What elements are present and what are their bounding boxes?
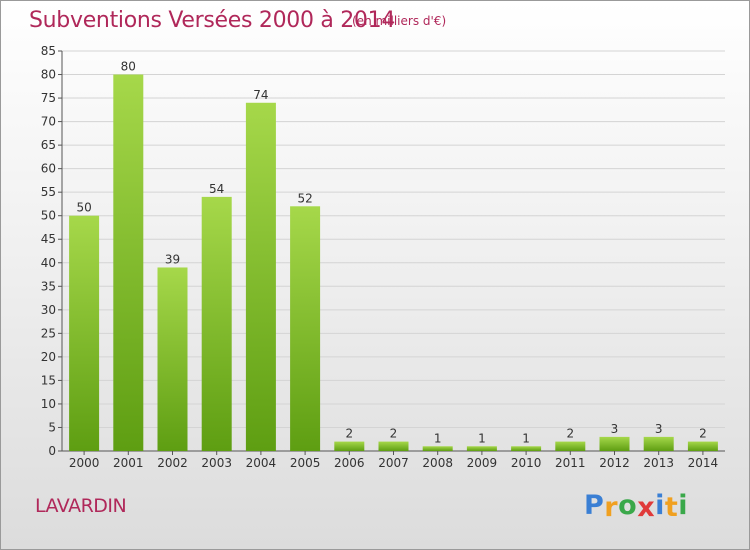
data-label: 3 [655, 422, 663, 436]
chart-subtitle: (en milliers d'€) [352, 14, 447, 28]
logo-letter: r [604, 492, 619, 523]
x-tick-label: 2000 [69, 456, 100, 470]
bar [157, 267, 188, 451]
bars [69, 74, 718, 451]
bar [643, 436, 674, 451]
y-tick-label: 10 [41, 397, 56, 411]
data-label: 1 [522, 431, 530, 445]
y-tick-label: 20 [41, 350, 56, 364]
data-labels: 50 80 39 54 74 52 2 2 1 1 1 2 3 3 2 [76, 60, 706, 446]
x-tick-label: 2002 [157, 456, 188, 470]
x-tick-label: 2012 [599, 456, 630, 470]
data-label: 1 [434, 431, 442, 445]
y-tick-label: 5 [48, 420, 56, 434]
data-label: 1 [478, 431, 486, 445]
bar [511, 446, 542, 451]
y-tick-label: 35 [41, 279, 56, 293]
x-tick-label: 2001 [113, 456, 144, 470]
y-tick-label: 75 [41, 91, 56, 105]
y-tick-label: 0 [48, 444, 56, 458]
logo-letter: P [584, 490, 605, 521]
x-tick-label: 2003 [201, 456, 232, 470]
data-label: 80 [121, 60, 136, 74]
bar [290, 206, 321, 451]
axes: 0 5 10 15 20 25 30 35 40 45 50 55 60 65 70 75 80 85 2000 20… [41, 44, 725, 470]
commune-name: LAVARDIN [35, 495, 127, 517]
x-tick-label: 2008 [422, 456, 453, 470]
bar [113, 74, 144, 451]
data-label: 74 [253, 88, 268, 102]
data-label: 2 [566, 427, 574, 441]
bar [599, 436, 630, 451]
data-label: 2 [390, 427, 398, 441]
y-tick-label: 60 [41, 162, 56, 176]
y-tick-label: 65 [41, 138, 56, 152]
chart-title: Subventions Versées 2000 à 2014 [29, 8, 396, 33]
logo-letter: x [637, 492, 656, 523]
data-label: 2 [699, 427, 707, 441]
data-label: 54 [209, 182, 224, 196]
proxiti-logo: Proxiti [584, 490, 689, 523]
data-label: 52 [297, 191, 312, 205]
bar [378, 441, 409, 451]
logo-letter: o [618, 490, 638, 521]
bar [334, 441, 365, 451]
y-tick-label: 55 [41, 185, 56, 199]
y-tick-label: 80 [41, 68, 56, 82]
bar [245, 102, 276, 451]
x-tick-label: 2007 [378, 456, 409, 470]
bar [687, 441, 718, 451]
x-tick-label: 2011 [555, 456, 586, 470]
logo-letter: i [678, 490, 689, 521]
x-tick-label: 2009 [467, 456, 498, 470]
y-tick-label: 30 [41, 303, 56, 317]
x-tick-label: 2005 [290, 456, 321, 470]
y-tick-label: 40 [41, 256, 56, 270]
logo-letter: t [664, 492, 679, 523]
logo-letter: i [655, 490, 665, 521]
bar [201, 196, 232, 451]
data-label: 3 [611, 422, 619, 436]
y-tick-label: 25 [41, 326, 56, 340]
x-tick-label: 2010 [511, 456, 542, 470]
gridlines [62, 50, 725, 428]
y-tick-label: 85 [41, 44, 56, 58]
bar [555, 441, 586, 451]
data-label: 39 [165, 252, 180, 266]
data-label: 2 [345, 427, 353, 441]
x-tick-label: 2013 [643, 456, 674, 470]
bar [466, 446, 497, 451]
bar [69, 215, 100, 451]
data-label: 50 [76, 201, 91, 215]
bar [422, 446, 453, 451]
x-tick-label: 2014 [688, 456, 719, 470]
x-tick-label: 2004 [246, 456, 277, 470]
x-tick-label: 2006 [334, 456, 365, 470]
y-tick-label: 50 [41, 209, 56, 223]
y-tick-label: 70 [41, 115, 56, 129]
y-tick-label: 45 [41, 232, 56, 246]
y-tick-label: 15 [41, 373, 56, 387]
